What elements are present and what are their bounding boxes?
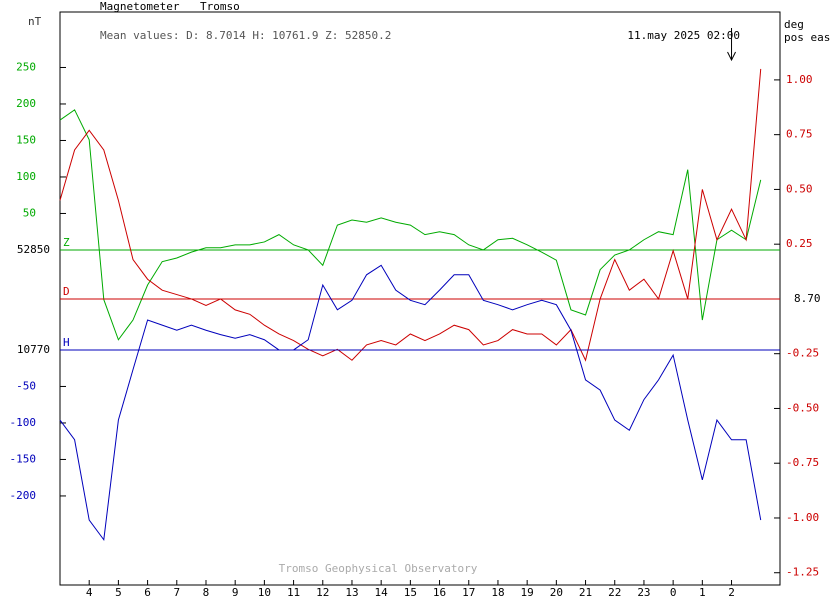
x-tick-label: 18 xyxy=(491,586,504,599)
y2-tick-label: -0.75 xyxy=(786,456,819,469)
x-tick-label: 19 xyxy=(521,586,534,599)
x-tick-label: 0 xyxy=(670,586,677,599)
footer: Tromso Geophysical Observatory xyxy=(279,562,478,575)
series-line xyxy=(59,264,762,542)
series-line xyxy=(59,68,762,362)
x-tick-label: 2 xyxy=(728,586,735,599)
x-tick-label: 13 xyxy=(345,586,358,599)
y-tick-label: 200 xyxy=(16,97,36,110)
station: Tromso xyxy=(200,0,240,13)
x-tick-label: 10 xyxy=(258,586,271,599)
baseline-letter: H xyxy=(63,336,70,349)
x-tick-label: 12 xyxy=(316,586,329,599)
x-tick-label: 17 xyxy=(462,586,475,599)
y-tick-label: 250 xyxy=(16,60,36,73)
baseline-label: 10770 xyxy=(17,343,50,356)
y2-tick-label: 1.00 xyxy=(786,73,813,86)
y2-tick-label: 0.25 xyxy=(786,237,813,250)
y2-tick-label: -0.25 xyxy=(786,347,819,360)
baseline-label: 8.70 xyxy=(794,292,821,305)
baseline-letter: Z xyxy=(63,236,70,249)
x-tick-label: 5 xyxy=(115,586,122,599)
baseline-label: 52850 xyxy=(17,243,50,256)
x-tick-label: 4 xyxy=(86,586,93,599)
x-tick-label: 21 xyxy=(579,586,592,599)
chart-title: Magnetometer xyxy=(100,0,180,13)
x-tick-label: 22 xyxy=(608,586,621,599)
x-tick-label: 20 xyxy=(550,586,563,599)
x-tick-label: 15 xyxy=(404,586,417,599)
x-tick-label: 8 xyxy=(203,586,210,599)
y2-label: pos east xyxy=(784,31,830,44)
x-tick-label: 7 xyxy=(173,586,180,599)
x-tick-label: 23 xyxy=(637,586,650,599)
baseline-letter: D xyxy=(63,285,70,298)
series-line xyxy=(59,109,762,341)
annotation: 11.may 2025 02:00 xyxy=(627,29,740,42)
y2-tick-label: -1.00 xyxy=(786,511,819,524)
mean-values: Mean values: D: 8.7014 H: 10761.9 Z: 528… xyxy=(100,29,391,42)
y2-tick-label: -1.25 xyxy=(786,566,819,579)
x-tick-label: 6 xyxy=(144,586,151,599)
y-tick-label: 100 xyxy=(16,170,36,183)
x-tick-label: 11 xyxy=(287,586,300,599)
x-tick-label: 9 xyxy=(232,586,239,599)
y-tick-label: -200 xyxy=(10,489,37,502)
y2-tick-label: -0.50 xyxy=(786,401,819,414)
y-tick-label: -150 xyxy=(10,452,37,465)
y-tick-label: -50 xyxy=(16,379,36,392)
y2-tick-label: 0.50 xyxy=(786,182,813,195)
y2-tick-label: 0.75 xyxy=(786,128,813,141)
y-tick-label: -100 xyxy=(10,416,37,429)
x-tick-label: 1 xyxy=(699,586,706,599)
x-tick-label: 16 xyxy=(433,586,446,599)
x-tick-label: 14 xyxy=(375,586,389,599)
y-tick-label: 50 xyxy=(23,206,36,219)
y2-label: deg xyxy=(784,18,804,31)
annotation-arrowhead xyxy=(727,51,736,62)
y-label: nT xyxy=(28,15,42,28)
y-tick-label: 150 xyxy=(16,133,36,146)
